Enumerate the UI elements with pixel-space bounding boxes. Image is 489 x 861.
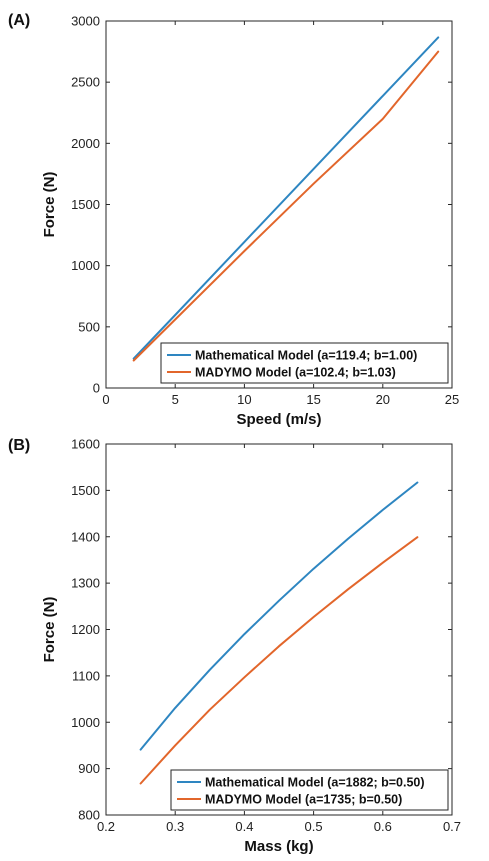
legend-box-2 (170, 769, 449, 811)
x-tick-label-2-3: 0.5 (305, 819, 323, 834)
x-axis-label-2: Mass (kg) (244, 838, 313, 855)
plot-area-2 (105, 443, 453, 816)
y-tick-label-1-5: 2500 (71, 75, 100, 90)
x-tick-label-1-2: 10 (237, 392, 251, 407)
legend-entry-2-2: MADYMO Model (a=1735; b=0.50) (205, 793, 402, 807)
x-tick-label-2-4: 0.6 (374, 819, 392, 834)
legend-box-1 (160, 342, 449, 384)
series-line-1-1 (132, 36, 440, 360)
y-tick-label-2-2: 1000 (71, 715, 100, 730)
x-tick-label-2-2: 0.4 (235, 819, 253, 834)
y-tick-label-1-4: 2000 (71, 136, 100, 151)
series-line-1-2 (132, 50, 440, 362)
x-tick-label-2-1: 0.3 (166, 819, 184, 834)
x-tick-label-2-5: 0.7 (443, 819, 461, 834)
y-axis-label-2: Force (N) (41, 597, 58, 663)
y-tick-label-2-6: 1400 (71, 529, 100, 544)
x-tick-label-1-0: 0 (102, 392, 109, 407)
x-tick-label-1-1: 5 (172, 392, 179, 407)
y-tick-label-2-3: 1100 (72, 668, 100, 683)
y-tick-label-1-3: 1500 (71, 197, 100, 212)
x-tick-label-2-0: 0.2 (97, 819, 115, 834)
legend-entry-2-1: Mathematical Model (a=1882; b=0.50) (205, 776, 425, 790)
panel-label-1: (A) (8, 12, 30, 29)
y-tick-label-2-1: 900 (78, 761, 100, 776)
y-tick-label-2-7: 1500 (71, 483, 100, 498)
y-tick-label-1-2: 1000 (71, 258, 100, 273)
panel-label-2: (B) (8, 437, 30, 454)
x-axis-label-1: Speed (m/s) (236, 411, 321, 428)
y-tick-label-2-8: 1600 (71, 437, 100, 452)
series-line-2-2 (139, 536, 419, 785)
y-axis-label-1: Force (N) (41, 172, 58, 238)
y-tick-label-1-0: 0 (93, 381, 100, 396)
y-tick-label-2-4: 1200 (71, 622, 100, 637)
y-tick-label-2-5: 1300 (71, 576, 100, 591)
x-tick-label-1-5: 25 (445, 392, 459, 407)
series-line-2-1 (139, 481, 419, 751)
legend-entry-1-1: Mathematical Model (a=119.4; b=1.00) (195, 349, 417, 363)
y-tick-label-1-1: 500 (78, 319, 100, 334)
legend-entry-1-2: MADYMO Model (a=102.4; b=1.03) (195, 366, 396, 380)
y-tick-label-2-0: 800 (78, 808, 100, 823)
x-tick-label-1-4: 20 (376, 392, 390, 407)
x-tick-label-1-3: 15 (306, 392, 320, 407)
y-tick-label-1-6: 3000 (71, 14, 100, 29)
